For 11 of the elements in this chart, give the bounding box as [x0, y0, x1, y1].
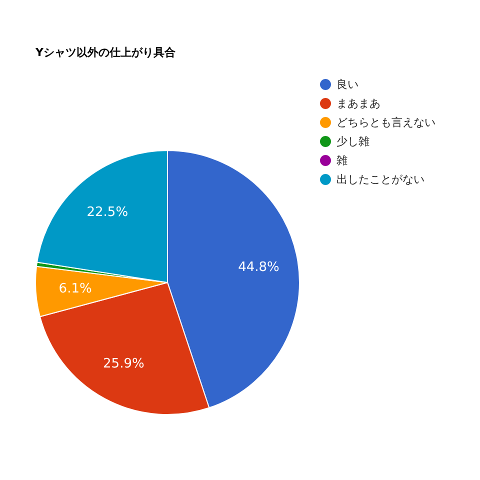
legend-label: まあまあ [336, 97, 380, 110]
legend-label: 出したことがない [336, 173, 424, 186]
legend-label: 雑 [336, 154, 348, 167]
data-label: 22.5% [86, 204, 128, 220]
data-label: 25.9% [103, 356, 144, 372]
data-label: 6.1% [58, 281, 92, 296]
legend-label: 少し雑 [336, 135, 370, 148]
legend-label: どちらとも言えない [336, 116, 436, 129]
legend-label: 良い [336, 78, 358, 91]
data-label: 44.8% [238, 260, 280, 276]
chart-title: Yシャツ以外の仕上がり具合 [34, 46, 176, 59]
